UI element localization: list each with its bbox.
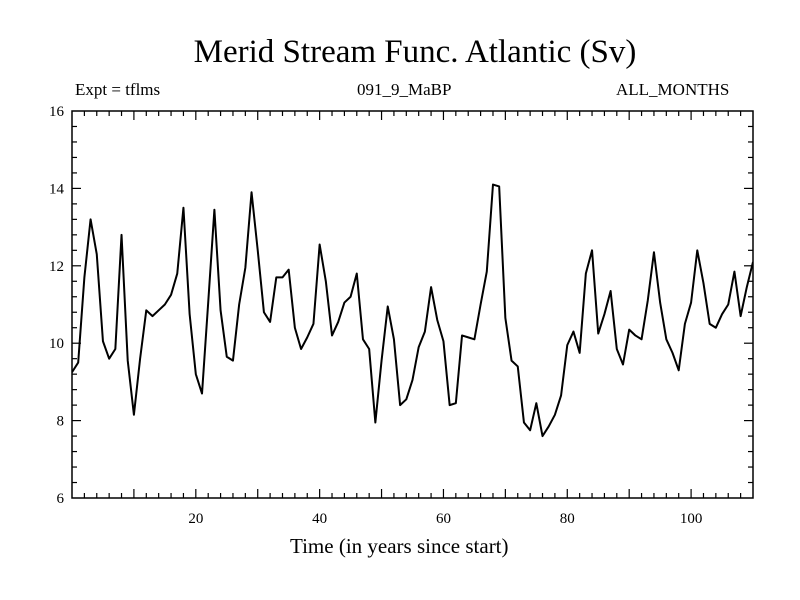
y-tick-label: 8: [57, 414, 65, 430]
x-tick-label: 20: [188, 511, 203, 527]
axis-ticks: [72, 111, 753, 498]
y-tick-label: 12: [49, 259, 64, 275]
y-tick-label: 16: [49, 104, 65, 120]
x-tick-label: 40: [312, 511, 327, 527]
plot-frame: [71, 110, 754, 499]
x-tick-label: 60: [436, 511, 451, 527]
series-line: [72, 183, 753, 438]
x-axis-label: Time (in years since start): [290, 534, 509, 558]
subtitle-center: 091_9_MaBP: [357, 80, 452, 99]
axis-tick-labels: 20 40 60 80 100 6 8 10 12 14 16: [49, 104, 702, 527]
y-tick-label: 10: [49, 336, 64, 352]
x-tick-label: 100: [680, 511, 703, 527]
y-tick-label: 6: [57, 491, 65, 507]
subtitle-left: Expt = tflms: [75, 80, 161, 99]
x-tick-label: 80: [560, 511, 575, 527]
y-tick-label: 14: [49, 181, 65, 197]
subtitle-right: ALL_MONTHS: [616, 80, 730, 99]
chart-title: Merid Stream Func. Atlantic (Sv): [193, 34, 637, 70]
